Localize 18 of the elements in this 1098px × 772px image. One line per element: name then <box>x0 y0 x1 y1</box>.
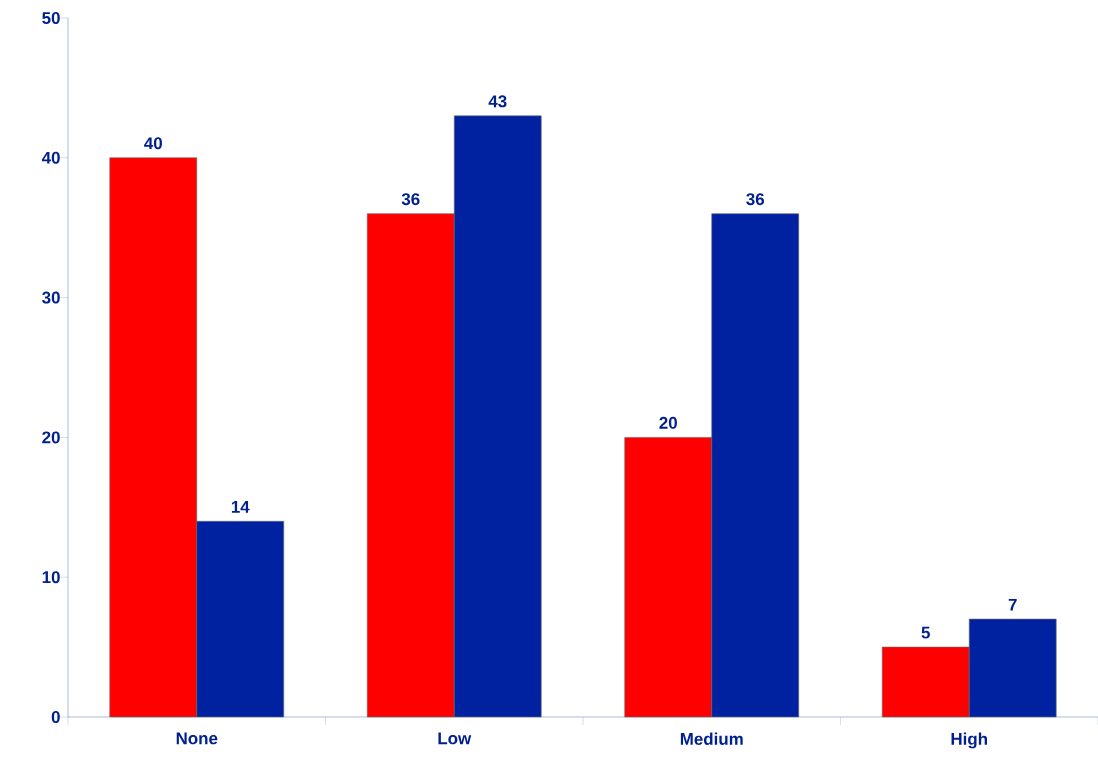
y-tick-label: 50 <box>42 11 60 24</box>
x-tick-label: High <box>951 732 987 749</box>
y-tick-label: 0 <box>51 710 60 723</box>
data-label: 20 <box>659 416 677 429</box>
data-label: 43 <box>488 95 507 108</box>
data-label: 36 <box>746 193 765 206</box>
data-label: 5 <box>921 626 930 639</box>
data-label: 40 <box>144 137 162 150</box>
y-tick-label: 20 <box>42 431 60 444</box>
x-tick-label: Low <box>438 732 472 745</box>
x-tick-label: None <box>176 732 218 745</box>
y-tick-label: 40 <box>41 151 60 164</box>
x-tick-label: Medium <box>680 732 743 745</box>
y-tick-label: 10 <box>42 571 60 584</box>
data-label: 7 <box>1008 598 1017 611</box>
data-label: 36 <box>401 193 420 206</box>
y-tick-label: 30 <box>42 291 60 304</box>
data-label: 14 <box>231 501 250 513</box>
